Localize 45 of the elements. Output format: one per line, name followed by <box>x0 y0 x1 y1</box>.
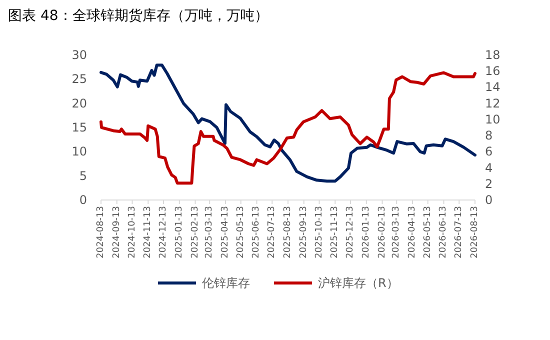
x-tick-label: 2026-01-13 <box>361 206 372 258</box>
x-tick-label: 2025-04-13 <box>220 206 230 258</box>
x-tick-label: 2025-03-13 <box>204 206 215 258</box>
x-tick-label: 2025-12-13 <box>346 206 356 258</box>
y-tick-label: 30 <box>72 48 87 62</box>
x-tick-label: 2026-05-13 <box>422 206 433 258</box>
x-tick-label: 2025-01-13 <box>174 206 184 258</box>
x-tick-label: 2026-06-13 <box>438 206 449 258</box>
x-tick-label: 2024-09-13 <box>112 206 122 258</box>
y2-tick-label: 10 <box>485 112 500 126</box>
y-tick-label: 0 <box>79 193 87 207</box>
y2-tick-label: 18 <box>485 48 500 62</box>
y2-tick-label: 0 <box>485 193 493 207</box>
x-tick-label: 2024-12-13 <box>158 206 169 258</box>
x-tick-label: 2025-10-13 <box>314 206 324 258</box>
x-tick-label: 2026-03-13 <box>392 206 402 258</box>
y2-tick-label: 4 <box>485 160 493 175</box>
y2-tick-label: 16 <box>485 64 500 78</box>
x-tick-label: 2026-02-13 <box>377 206 388 258</box>
legend-label: 伦锌库存 <box>202 276 250 290</box>
y2-tick-label: 8 <box>485 128 493 143</box>
legend-label: 沪锌库存（R） <box>318 276 398 290</box>
y-tick-label: 15 <box>72 120 87 134</box>
x-tick-label: 2025-07-13 <box>267 206 278 258</box>
x-tick-label: 2024-11-13 <box>143 206 154 258</box>
y2-tick-label: 14 <box>485 80 500 94</box>
x-tick-label: 2026-08-13 <box>470 206 480 258</box>
x-tick-label: 2026-04-13 <box>407 206 418 258</box>
x-tick-label: 2025-05-13 <box>236 206 246 258</box>
y-tick-label: 5 <box>79 168 87 183</box>
x-tick-label: 2025-11-13 <box>330 206 340 258</box>
x-tick-label: 2024-10-13 <box>127 206 138 258</box>
x-tick-label: 2026-07-13 <box>454 206 464 258</box>
y2-tick-label: 6 <box>485 144 493 159</box>
y-tick-label: 10 <box>72 144 87 159</box>
y2-tick-label: 2 <box>485 176 493 191</box>
x-tick-label: 2025-02-13 <box>190 206 200 258</box>
y-tick-label: 25 <box>72 72 87 86</box>
y2-tick-label: 12 <box>485 96 500 110</box>
x-tick-label: 2025-06-13 <box>252 206 262 258</box>
y-tick-label: 20 <box>72 96 87 110</box>
x-tick-label: 2025-09-13 <box>298 206 309 258</box>
x-tick-label: 2025-08-13 <box>283 206 293 258</box>
chart-title: 图表 48：全球锌期货库存（万吨，万吨） <box>8 8 268 24</box>
x-tick-label: 2024-08-13 <box>96 206 106 258</box>
